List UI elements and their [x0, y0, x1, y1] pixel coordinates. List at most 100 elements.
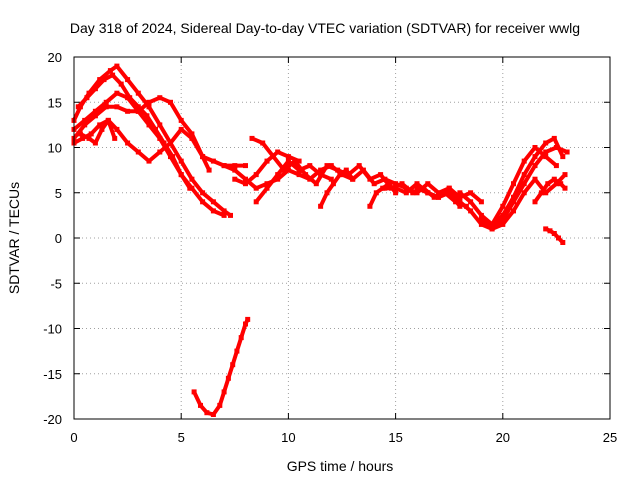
- data-point: [225, 375, 231, 381]
- data-point: [545, 181, 551, 187]
- data-point: [307, 163, 313, 169]
- data-point: [232, 163, 238, 169]
- data-point: [232, 167, 238, 173]
- data-point: [135, 104, 141, 110]
- data-point: [135, 90, 141, 96]
- data-point: [178, 172, 184, 178]
- data-point: [457, 190, 463, 196]
- data-point: [228, 212, 233, 218]
- data-point: [168, 140, 173, 146]
- data-point: [161, 140, 167, 146]
- data-point: [114, 90, 120, 96]
- data-point: [335, 167, 341, 173]
- data-point: [382, 185, 388, 191]
- data-point: [264, 158, 270, 164]
- data-point: [446, 190, 452, 196]
- data-point: [187, 185, 193, 191]
- data-point: [551, 176, 557, 182]
- data-point: [125, 140, 131, 146]
- data-point: [562, 172, 568, 178]
- data-point: [547, 228, 553, 234]
- data-point: [245, 316, 251, 322]
- data-point: [88, 131, 94, 137]
- data-point: [77, 131, 83, 137]
- data-point: [500, 217, 506, 223]
- grid-lines: [74, 57, 610, 419]
- data-point: [146, 158, 152, 164]
- data-point: [296, 172, 302, 178]
- data-point: [281, 167, 287, 173]
- data-point: [92, 86, 98, 92]
- data-point: [82, 122, 88, 128]
- data-point: [221, 208, 227, 214]
- data-point: [521, 181, 527, 187]
- data-point: [521, 190, 527, 196]
- data-point: [125, 108, 131, 114]
- data-point: [457, 199, 463, 205]
- data-point: [103, 99, 109, 105]
- y-tick-label: 20: [48, 50, 62, 65]
- y-tick-label: 5: [55, 186, 62, 201]
- data-point: [324, 190, 330, 196]
- data-point: [457, 194, 463, 200]
- chart-title: Day 318 of 2024, Sidereal Day-to-day VTE…: [70, 20, 580, 36]
- data-point: [114, 63, 120, 69]
- data-point: [543, 149, 549, 155]
- y-tick-label: -5: [50, 276, 62, 291]
- data-point: [556, 235, 561, 241]
- data-point: [318, 172, 324, 178]
- data-point: [125, 77, 131, 83]
- data-point: [80, 135, 86, 141]
- data-point: [532, 199, 538, 205]
- data-point: [478, 221, 484, 227]
- data-point: [532, 176, 538, 182]
- data-point: [350, 176, 356, 182]
- data-point: [511, 199, 516, 205]
- data-point: [414, 185, 420, 191]
- data-point: [521, 172, 527, 178]
- data-point: [238, 335, 244, 341]
- x-tick-label: 15: [388, 430, 402, 445]
- data-point: [532, 145, 538, 150]
- data-point: [500, 221, 506, 227]
- data-point: [114, 126, 120, 132]
- data-point: [221, 212, 227, 218]
- data-point: [543, 190, 549, 196]
- data-point: [511, 194, 516, 200]
- data-point: [275, 172, 281, 178]
- data-point: [285, 167, 291, 173]
- data-point: [157, 149, 163, 155]
- data-point: [210, 208, 216, 214]
- data-point: [198, 402, 203, 408]
- data-point: [386, 181, 392, 187]
- data-point: [543, 226, 549, 232]
- data-point: [107, 68, 113, 74]
- data-point: [157, 122, 163, 128]
- data-point: [367, 203, 373, 209]
- data-point: [170, 154, 176, 160]
- y-axis-label: SDTVAR / TECUs: [6, 182, 22, 294]
- data-point: [436, 194, 441, 200]
- data-point: [468, 208, 474, 214]
- data-point: [146, 99, 152, 105]
- data-point: [560, 154, 566, 160]
- data-point: [468, 199, 474, 205]
- data-point: [112, 135, 118, 141]
- data-point: [264, 181, 270, 187]
- data-point: [436, 190, 441, 196]
- data-point: [189, 131, 195, 137]
- data-point: [489, 226, 495, 232]
- data-point: [500, 212, 506, 218]
- data-point: [206, 167, 212, 173]
- data-point: [110, 72, 116, 78]
- data-point: [551, 231, 557, 236]
- data-point: [275, 176, 281, 182]
- data-point: [127, 95, 133, 101]
- data-point: [243, 321, 248, 327]
- data-point: [511, 208, 516, 214]
- data-point: [511, 181, 516, 187]
- data-point: [92, 113, 98, 119]
- data-point: [558, 181, 564, 187]
- data-point: [378, 172, 384, 178]
- data-point: [356, 163, 362, 169]
